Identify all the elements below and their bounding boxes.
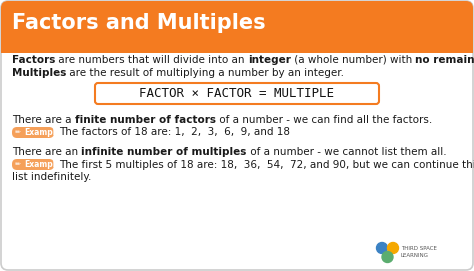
Text: The factors of 18 are: 1,  2,  3,  6,  9, and 18: The factors of 18 are: 1, 2, 3, 6, 9, an…: [59, 127, 290, 137]
Text: integer: integer: [248, 55, 291, 65]
Text: Multiples: Multiples: [12, 68, 66, 78]
Bar: [1, 45, 473, 53]
Text: FACTOR × FACTOR = MULTIPLE: FACTOR × FACTOR = MULTIPLE: [139, 87, 335, 100]
Text: ✏: ✏: [15, 130, 21, 136]
Text: THIRD SPACE
LEARNING: THIRD SPACE LEARNING: [401, 246, 437, 258]
Text: infinite number of multiples: infinite number of multiples: [82, 147, 247, 157]
Text: There are a: There are a: [12, 115, 75, 125]
Circle shape: [376, 243, 388, 253]
Circle shape: [388, 243, 399, 253]
FancyBboxPatch shape: [95, 83, 379, 104]
Text: Example: Example: [24, 160, 61, 169]
Text: no remainder: no remainder: [416, 55, 474, 65]
Text: There are an: There are an: [12, 147, 82, 157]
Text: Factors and Multiples: Factors and Multiples: [12, 13, 265, 33]
Text: of a number - we can find all the factors.: of a number - we can find all the factor…: [216, 115, 432, 125]
FancyBboxPatch shape: [12, 159, 54, 170]
Text: are numbers that will divide into an: are numbers that will divide into an: [55, 55, 248, 65]
Text: of a number - we cannot list them all.: of a number - we cannot list them all.: [247, 147, 447, 157]
Text: (a whole number) with: (a whole number) with: [291, 55, 416, 65]
Circle shape: [382, 251, 393, 263]
Text: Example: Example: [24, 128, 61, 137]
FancyBboxPatch shape: [12, 127, 54, 138]
Text: list indefinitely.: list indefinitely.: [12, 173, 91, 182]
Text: ✏: ✏: [15, 162, 21, 167]
Text: are the result of multiplying a number by an integer.: are the result of multiplying a number b…: [66, 68, 345, 78]
Text: finite number of factors: finite number of factors: [75, 115, 216, 125]
FancyBboxPatch shape: [1, 1, 473, 53]
Text: Factors: Factors: [12, 55, 55, 65]
Text: The first 5 multiples of 18 are: 18,  36,  54,  72, and 90, but we can continue : The first 5 multiples of 18 are: 18, 36,…: [59, 160, 474, 169]
